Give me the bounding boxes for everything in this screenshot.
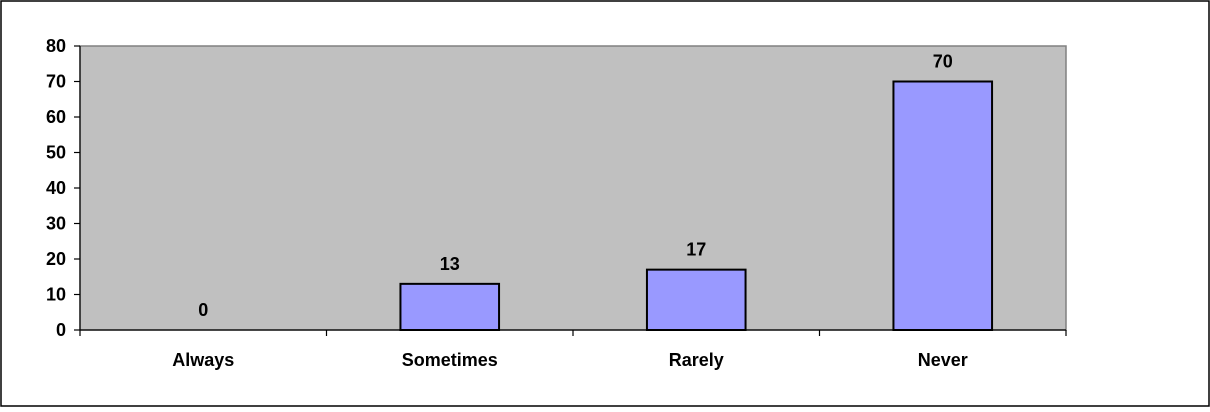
data-labels-group: 0 13 17 70 — [198, 52, 953, 321]
x-tick-label: Rarely — [669, 350, 724, 370]
x-tick-label: Always — [172, 350, 234, 370]
y-tick-label: 60 — [46, 107, 66, 127]
data-label-never: 70 — [933, 52, 953, 72]
data-label-rarely: 17 — [686, 240, 706, 260]
data-label-always: 0 — [198, 300, 208, 320]
bar-sometimes — [399, 282, 501, 332]
y-tick-label: 30 — [46, 214, 66, 234]
y-tick-label: 80 — [46, 36, 66, 56]
y-tick-label: 20 — [46, 249, 66, 269]
bar-never — [892, 80, 994, 331]
y-tick-label: 40 — [46, 178, 66, 198]
x-tick-label: Never — [918, 350, 968, 370]
y-tick-label: 50 — [46, 143, 66, 163]
x-tick-label: Sometimes — [402, 350, 498, 370]
x-axis: Always Sometimes Rarely Never — [79, 329, 1067, 370]
y-axis: 0 10 20 30 40 50 60 70 80 — [46, 36, 81, 340]
bar-rarely — [645, 268, 747, 331]
bars-group — [399, 80, 994, 332]
y-tick-label: 0 — [56, 320, 66, 340]
data-label-sometimes: 13 — [440, 254, 460, 274]
y-tick-label: 70 — [46, 72, 66, 92]
y-tick-label: 10 — [46, 285, 66, 305]
